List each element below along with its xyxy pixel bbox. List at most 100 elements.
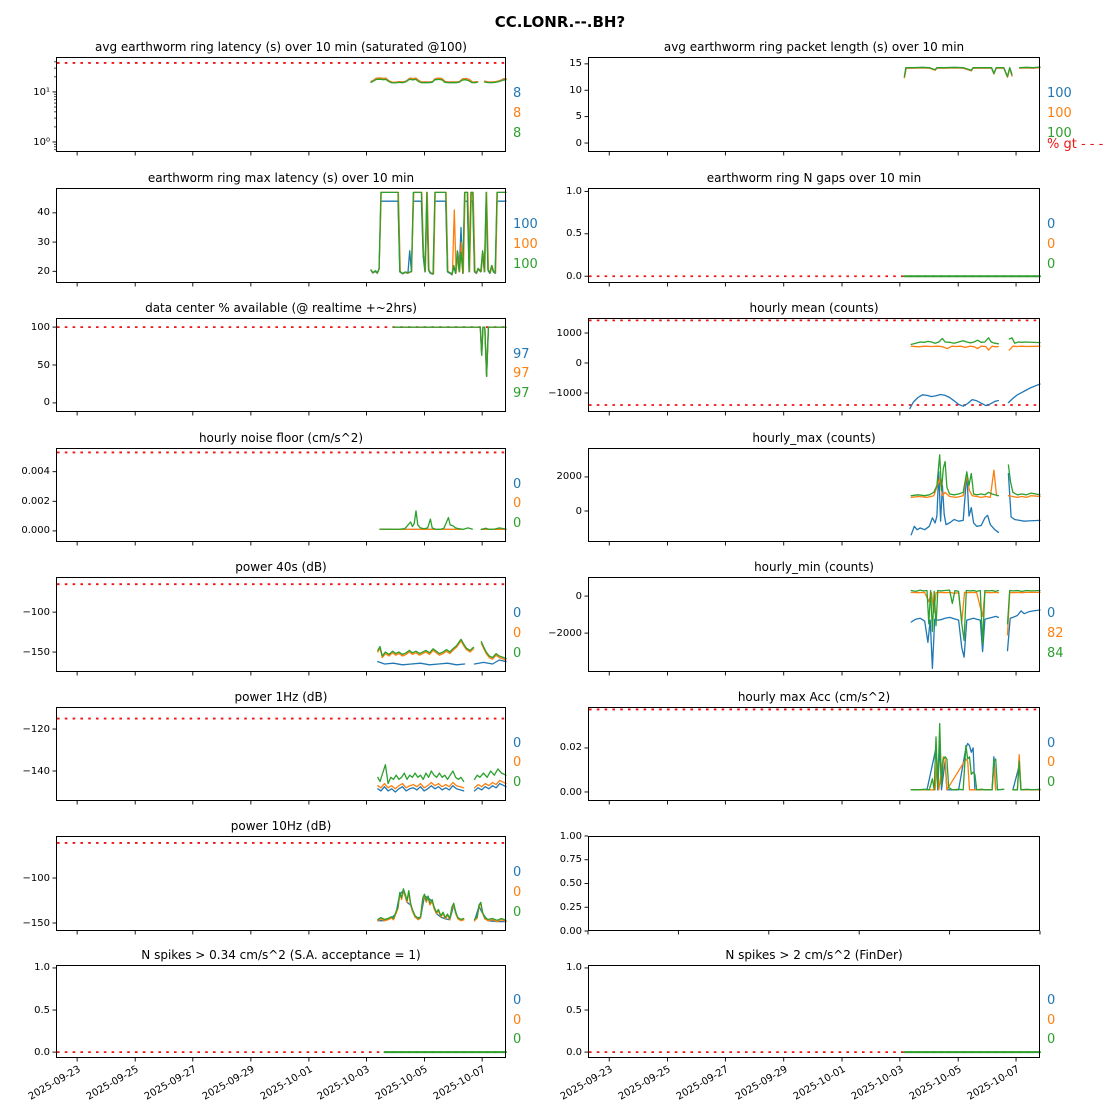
panel-hourly-mean: hourly mean (counts) −1000 0 1000 — [548, 301, 1041, 416]
series-line-blue — [1007, 383, 1041, 404]
count-label-green: 0 — [1047, 1032, 1056, 1048]
count-label-orange: 0 — [513, 885, 522, 900]
y-tick-label: −140 — [22, 765, 50, 777]
y-tick-label: 1.0 — [566, 962, 582, 974]
count-label-orange: 97 — [513, 366, 530, 382]
count-label-green: 100 — [1047, 126, 1072, 141]
count-label-blue: 0 — [1047, 993, 1056, 1009]
y-tick-label: 10¹ — [33, 86, 50, 98]
y-tick-label: 0.004 — [21, 466, 50, 478]
x-tick-label: 2025-10-03 — [316, 1064, 372, 1103]
y-tick-label: 20 — [37, 265, 50, 277]
count-label-orange: 0 — [513, 496, 522, 512]
series-line-blue — [1007, 472, 1041, 522]
y-tick-label: 10⁰ — [33, 136, 50, 148]
y-tick-label: 0 — [575, 505, 582, 517]
axes-box — [56, 577, 506, 672]
series-line-green — [903, 66, 1013, 78]
x-tick-label: 2025-09-29 — [733, 1064, 790, 1103]
series-line-orange — [1008, 345, 1041, 351]
series-line-green — [1007, 464, 1041, 496]
y-tick-label: −1000 — [548, 387, 582, 399]
series-line-orange — [910, 591, 1000, 623]
y-tick-label: 0 — [575, 590, 582, 602]
series-line-green — [370, 78, 478, 84]
series-line-green — [910, 454, 1000, 497]
count-label-blue: 0 — [1047, 735, 1056, 751]
series-line-green — [473, 768, 507, 781]
series-line-green — [1008, 337, 1041, 344]
panel-n-spikes-finder: N spikes > 2 cm/s^2 (FinDer) 0.0 0.5 1.0 0 0 0… — [559, 948, 1055, 1103]
y-tick-label: 0.0 — [566, 1046, 582, 1058]
series-line-green — [480, 641, 507, 660]
x-tick-label: 2025-10-05 — [374, 1064, 430, 1103]
y-tick-label: 0.000 — [21, 525, 50, 537]
panel-title: avg earthworm ring latency (s) over 10 m… — [95, 40, 467, 54]
count-label-green: 0 — [1047, 775, 1056, 791]
axes-box — [588, 318, 1040, 412]
series-line-blue — [392, 326, 507, 378]
series-line-green — [910, 337, 1000, 346]
y-tick-label: 0.5 — [566, 228, 582, 240]
count-label-orange: 8 — [513, 106, 522, 121]
y-tick-label: 0.25 — [559, 901, 582, 913]
count-label-green: 0 — [513, 1032, 522, 1048]
series-line-green — [379, 510, 473, 531]
axes-box — [588, 707, 1040, 801]
series-line-green — [1012, 760, 1041, 791]
x-tick-label: 2025-10-07 — [965, 1064, 1022, 1103]
series-line-blue — [910, 471, 1000, 536]
count-label-blue: 0 — [513, 993, 522, 1009]
count-label-blue: 0 — [513, 606, 522, 622]
y-tick-label: 0.002 — [21, 495, 50, 507]
y-tick-label: −100 — [22, 606, 50, 618]
axes-box — [56, 188, 506, 283]
panel-title: power 40s (dB) — [235, 560, 327, 574]
panel-title: hourly_min (counts) — [754, 560, 874, 574]
y-tick-label: 0.50 — [559, 878, 582, 889]
count-label-green: 84 — [1047, 646, 1064, 661]
y-tick-label: 0.00 — [559, 925, 582, 937]
x-tick-label: 2025-09-29 — [200, 1064, 257, 1103]
count-label-blue: 100 — [1047, 86, 1072, 102]
series-line-orange — [910, 469, 998, 499]
series-line-green — [377, 638, 475, 657]
count-label-blue: 97 — [513, 346, 530, 362]
y-tick-label: 1.0 — [566, 185, 582, 197]
y-tick-label: 100 — [30, 321, 50, 333]
series-line-green — [392, 326, 507, 378]
series-line-blue — [473, 782, 507, 792]
y-tick-label: −150 — [22, 646, 50, 658]
panel-avg-ring-latency: avg earthworm ring latency (s) over 10 m… — [33, 40, 521, 156]
x-tick-label: 2025-09-23 — [558, 1064, 615, 1103]
series-line-green — [377, 888, 465, 921]
count-label-green: 100 — [513, 257, 538, 272]
series-line-orange — [377, 640, 475, 659]
y-tick-label: 0 — [575, 137, 582, 149]
x-tick-label: 2025-09-27 — [142, 1064, 199, 1103]
panel-hourly-max-acc: hourly max Acc (cm/s^2) 0.00 0.02 0 0 0 — [560, 690, 1055, 805]
series-line-green — [480, 527, 507, 531]
panel-power-1hz: power 1Hz (dB) −140 −120 0 0 0 — [23, 690, 521, 805]
axes-box — [588, 188, 1040, 283]
y-tick-label: 0.00 — [559, 786, 582, 798]
series-line-green — [483, 79, 507, 84]
panel-avg-ring-packet-length: avg earthworm ring packet length (s) ove… — [569, 40, 1103, 156]
panel-empty: 0.00 0.25 0.50 0.75 1.00 — [560, 831, 1041, 937]
count-label-green: 0 — [513, 646, 522, 661]
y-tick-label: 1000 — [556, 327, 582, 339]
y-tick-label: 1.00 — [559, 830, 582, 842]
count-label-orange: 0 — [513, 755, 522, 771]
axes-box — [588, 965, 1040, 1058]
series-line-blue — [473, 659, 507, 665]
panel-hourly-noise-floor: hourly noise floor (cm/s^2) 0.000 0.002 0.0… — [21, 431, 521, 546]
series-line-orange — [377, 781, 465, 790]
count-label-orange: 0 — [1047, 237, 1056, 252]
axes-box — [56, 707, 506, 801]
count-label-blue: 8 — [513, 86, 522, 102]
panel-title: earthworm ring N gaps over 10 min — [706, 171, 922, 185]
axes-box — [56, 318, 506, 412]
series-line-blue — [1006, 609, 1041, 652]
axes-box — [56, 448, 506, 542]
